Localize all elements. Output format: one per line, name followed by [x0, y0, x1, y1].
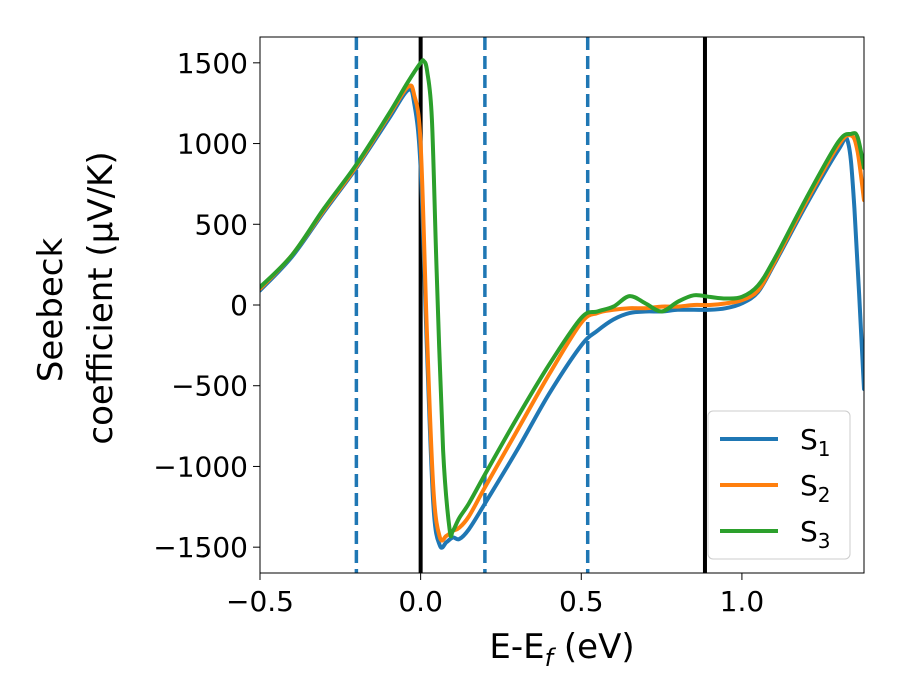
y-tick-label: 500 — [195, 208, 248, 241]
x-axis-ticks: −0.5 0.0 0.5 1.0 — [226, 573, 764, 618]
legend-box — [707, 410, 851, 560]
legend-label-main: S — [800, 469, 818, 502]
series-lines — [260, 58, 864, 550]
x-tick-label: −0.5 — [226, 585, 294, 618]
legend-label-S3: S3 — [800, 515, 831, 553]
y-tick-label: 1000 — [177, 128, 248, 161]
x-tick-label: 0.5 — [559, 585, 604, 618]
y-axis-label-line2: coefficient (μV/K) — [81, 151, 121, 444]
y-tick-label: 0 — [230, 289, 248, 322]
y-axis-ticks: 1500 1000 500 0 −500 −1000 −1500 — [153, 47, 260, 564]
y-tick-label: −1500 — [153, 531, 248, 564]
legend-label-subscript: 1 — [818, 437, 831, 461]
legend-label-S1: S1 — [800, 423, 831, 461]
series-line-S2 — [260, 83, 864, 543]
legend-label-subscript: 3 — [818, 529, 831, 553]
x-axis-label: E-Ef (eV) — [489, 627, 634, 672]
legend-label-S2: S2 — [800, 469, 831, 507]
legend-label-main: S — [800, 423, 818, 456]
x-tick-label: 1.0 — [720, 585, 765, 618]
x-tick-label: 0.0 — [398, 585, 443, 618]
y-tick-label: 1500 — [177, 47, 248, 80]
y-axis-label: Seebeck coefficient (μV/K) — [31, 151, 121, 444]
legend-label-subscript: 2 — [818, 483, 831, 507]
x-axis-label-main: E-E — [489, 627, 544, 667]
y-tick-label: −500 — [171, 370, 248, 403]
legend-label-main: S — [800, 515, 818, 548]
vertical-reference-lines — [354, 37, 707, 573]
x-axis-label-unit: (eV) — [553, 627, 635, 667]
y-axis-label-line1: Seebeck — [31, 238, 71, 383]
series-line-S3 — [260, 58, 864, 539]
y-tick-label: −1000 — [153, 450, 248, 483]
